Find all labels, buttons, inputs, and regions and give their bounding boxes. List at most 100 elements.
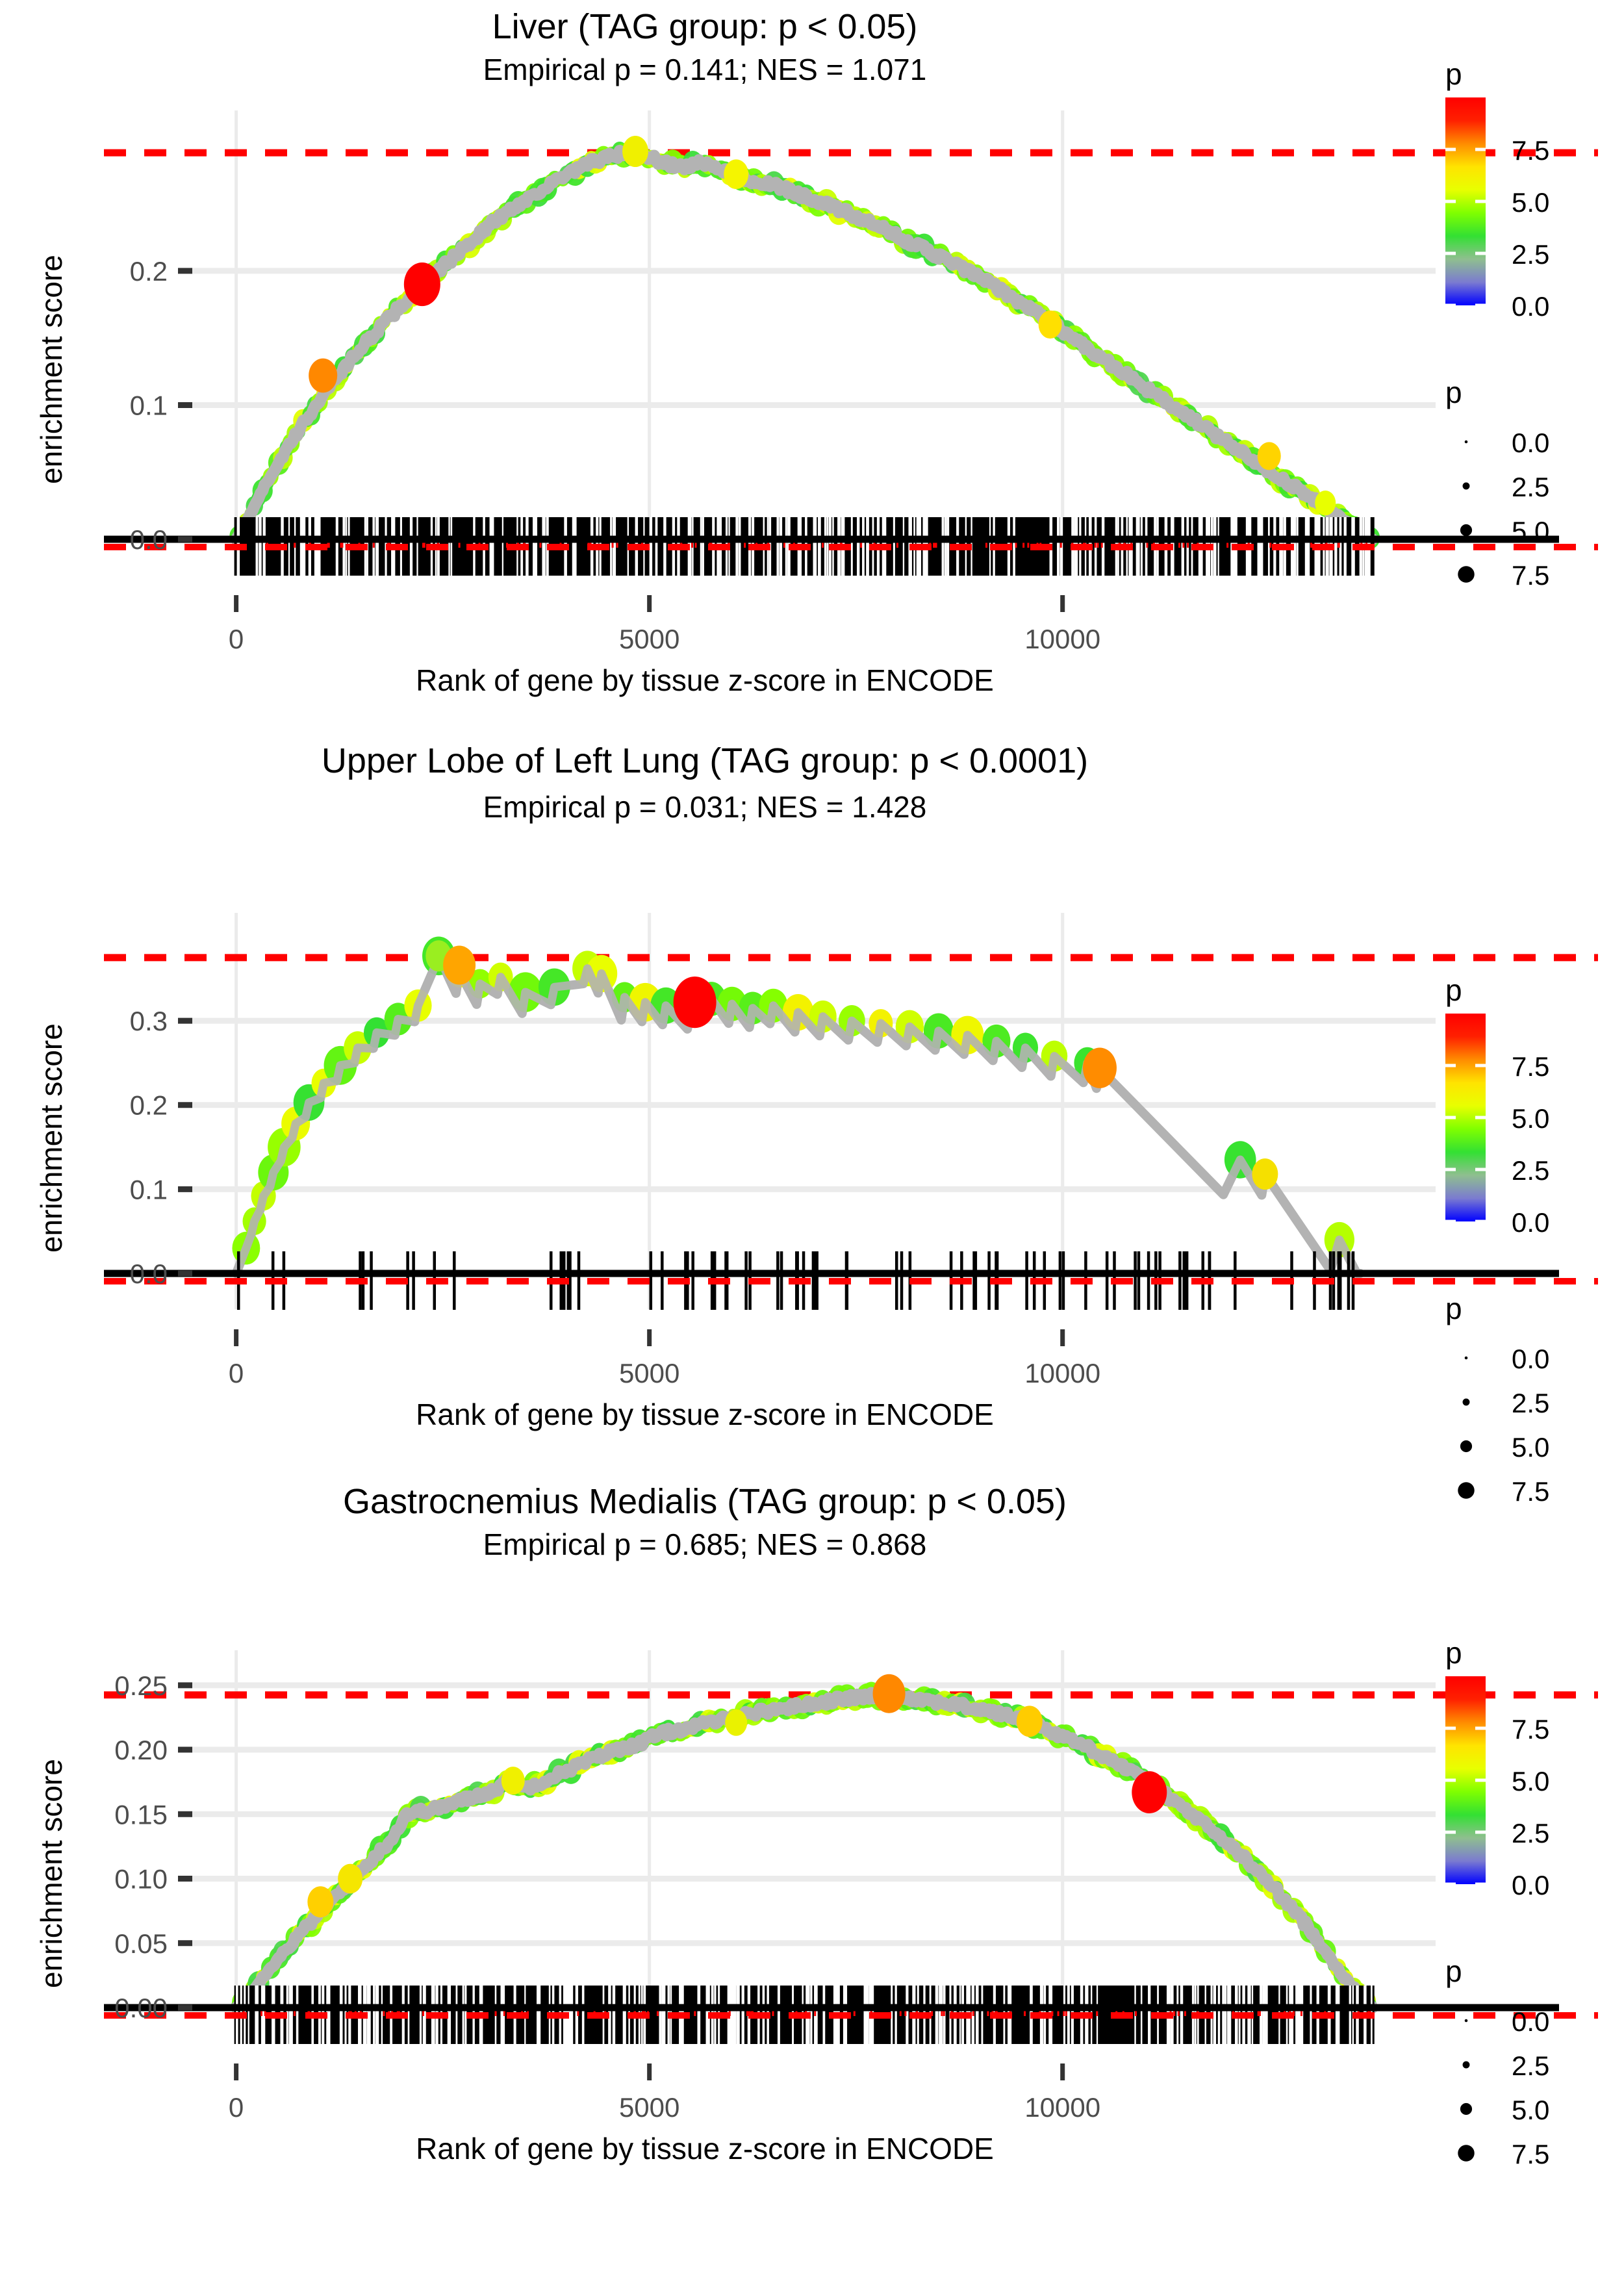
legend-group-0: p 7.5 5.0 2.5 0.0 p 0.0 2.5 5.0 7.5 bbox=[1445, 57, 1549, 591]
enrichment-curve-top bbox=[232, 951, 1362, 1278]
highlight-point bbox=[403, 262, 440, 307]
panel-subtitle: Empirical p = 0.685; NES = 0.868 bbox=[483, 1527, 927, 1561]
y-tick-label: 0.2 bbox=[130, 256, 168, 287]
color-tick-label: 0.0 bbox=[1512, 1207, 1549, 1238]
enrichment-curve bbox=[230, 1686, 1378, 2013]
y-tick-label: 0.0 bbox=[130, 524, 168, 555]
size-legend-dot bbox=[1458, 1482, 1475, 1499]
size-tick-label: 5.0 bbox=[1512, 2095, 1549, 2125]
size-legend-dot bbox=[1460, 2102, 1473, 2115]
x-tick-label: 0 bbox=[229, 1358, 244, 1388]
y-tick-label: 0.00 bbox=[114, 1993, 168, 2023]
size-tick-label: 7.5 bbox=[1512, 1476, 1549, 1507]
y-tick-label: 0.15 bbox=[114, 1799, 168, 1830]
panel-title: Liver (TAG group: p < 0.05) bbox=[492, 7, 918, 46]
panel-title: Upper Lobe of Left Lung (TAG group: p < … bbox=[321, 741, 1089, 780]
color-legend-title: p bbox=[1445, 57, 1462, 91]
highlight-point bbox=[1132, 1771, 1167, 1813]
size-legend-dot bbox=[1462, 2061, 1470, 2069]
y-tick-label: 0.05 bbox=[114, 1928, 168, 1959]
size-legend-title: p bbox=[1445, 376, 1462, 409]
x-tick-label: 10000 bbox=[1024, 2092, 1100, 2123]
y-tick-label: 0.3 bbox=[130, 1006, 168, 1036]
color-tick-label: 7.5 bbox=[1512, 1714, 1549, 1744]
x-axis-label: Rank of gene by tissue z-score in ENCODE bbox=[416, 1398, 994, 1431]
y-tick-label: 0.10 bbox=[114, 1864, 168, 1895]
color-tick-label: 7.5 bbox=[1512, 135, 1549, 166]
size-legend-dot bbox=[1464, 2019, 1468, 2023]
highlight-point bbox=[338, 1863, 363, 1894]
legend-group-1: p 7.5 5.0 2.5 0.0 p 0.0 2.5 5.0 7.5 bbox=[1445, 973, 1549, 1507]
highlight-point bbox=[501, 1767, 525, 1795]
size-tick-label: 2.5 bbox=[1512, 1388, 1549, 1418]
panel-subtitle: Empirical p = 0.031; NES = 1.428 bbox=[483, 790, 927, 824]
x-tick-label: 5000 bbox=[619, 2092, 679, 2123]
x-tick-label: 5000 bbox=[619, 1358, 679, 1388]
legend-group-2: p 7.5 5.0 2.5 0.0 p 0.0 2.5 5.0 7.5 bbox=[1445, 1636, 1549, 2169]
color-tick-label: 2.5 bbox=[1512, 1155, 1549, 1186]
highlight-point bbox=[673, 976, 717, 1028]
color-tick-label: 0.0 bbox=[1512, 291, 1549, 322]
size-legend-dot bbox=[1464, 440, 1468, 444]
highlight-points bbox=[307, 1674, 1167, 1918]
enrichment-curve-under bbox=[235, 1691, 1374, 2009]
x-tick-label: 10000 bbox=[1024, 624, 1100, 654]
sawtooth-points bbox=[232, 936, 1354, 1265]
highlight-point bbox=[622, 136, 649, 168]
color-tick-label: 2.5 bbox=[1512, 239, 1549, 270]
x-tick-label: 0 bbox=[229, 2092, 244, 2123]
color-tick-label: 5.0 bbox=[1512, 1766, 1549, 1796]
highlight-point bbox=[1252, 1158, 1278, 1190]
highlight-point bbox=[725, 1709, 748, 1736]
y-tick-label: 0.20 bbox=[114, 1735, 168, 1765]
highlight-point bbox=[309, 358, 338, 393]
highlight-point bbox=[1016, 1706, 1043, 1737]
plot-area-0: 0.0 0.1 0.2 0 5000 10000 bbox=[104, 110, 1598, 654]
panel-title: Gastrocnemius Medialis (TAG group: p < 0… bbox=[343, 1482, 1067, 1521]
size-tick-label: 7.5 bbox=[1512, 2139, 1549, 2169]
highlight-points bbox=[425, 940, 1278, 1190]
size-legend-dot bbox=[1458, 2145, 1475, 2162]
panel-0: Liver (TAG group: p < 0.05) Empirical p =… bbox=[0, 0, 1624, 721]
highlight-points bbox=[309, 136, 1336, 516]
x-axis-label: Rank of gene by tissue z-score in ENCODE bbox=[416, 2132, 994, 2165]
plot-area-2: 0.00 0.05 0.10 0.15 0.20 0.25 0 5000 10000 bbox=[104, 1650, 1598, 2123]
panel-2: Gastrocnemius Medialis (TAG group: p < 0… bbox=[0, 1455, 1624, 2274]
size-tick-label: 0.0 bbox=[1512, 2006, 1549, 2037]
highlight-point bbox=[872, 1674, 906, 1713]
color-tick-label: 7.5 bbox=[1512, 1051, 1549, 1082]
size-tick-label: 5.0 bbox=[1512, 516, 1549, 546]
size-tick-label: 5.0 bbox=[1512, 1432, 1549, 1463]
x-tick-label: 10000 bbox=[1024, 1358, 1100, 1388]
size-tick-label: 2.5 bbox=[1512, 2050, 1549, 2081]
highlight-point bbox=[1257, 442, 1281, 470]
size-tick-label: 0.0 bbox=[1512, 428, 1549, 458]
x-tick-label: 5000 bbox=[619, 624, 679, 654]
size-tick-label: 2.5 bbox=[1512, 472, 1549, 502]
y-tick-label: 0.1 bbox=[130, 390, 168, 420]
curve-point-cloud bbox=[231, 1681, 1377, 2014]
highlight-point bbox=[1315, 491, 1336, 516]
y-tick-label: 0.2 bbox=[130, 1090, 168, 1121]
x-axis-label: Rank of gene by tissue z-score in ENCODE bbox=[416, 663, 994, 697]
panel-subtitle: Empirical p = 0.141; NES = 1.071 bbox=[483, 53, 927, 86]
color-tick-label: 5.0 bbox=[1512, 1103, 1549, 1134]
size-legend-dot bbox=[1462, 1398, 1470, 1406]
y-tick-label: 0.1 bbox=[130, 1174, 168, 1205]
size-legend-dot bbox=[1458, 566, 1475, 583]
highlight-point bbox=[1038, 310, 1062, 339]
highlight-point bbox=[307, 1886, 334, 1918]
size-legend-dot bbox=[1464, 1356, 1468, 1360]
highlight-point bbox=[443, 945, 476, 985]
color-legend-title: p bbox=[1445, 973, 1462, 1007]
size-tick-label: 7.5 bbox=[1512, 560, 1549, 591]
color-tick-label: 0.0 bbox=[1512, 1870, 1549, 1900]
color-tick-label: 2.5 bbox=[1512, 1818, 1549, 1848]
color-legend-title: p bbox=[1445, 1636, 1462, 1670]
panel-1: Upper Lobe of Left Lung (TAG group: p < … bbox=[0, 721, 1624, 1507]
size-legend-dot bbox=[1460, 1440, 1473, 1453]
size-legend-dot bbox=[1462, 482, 1470, 490]
highlight-point bbox=[724, 159, 749, 189]
size-tick-label: 0.0 bbox=[1512, 1344, 1549, 1374]
